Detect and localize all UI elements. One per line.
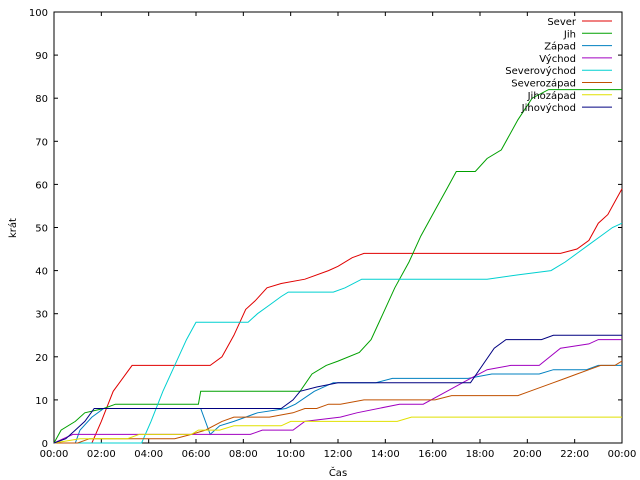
series-line-Jih (53, 89, 622, 444)
legend-label: Jihozápad (527, 90, 576, 102)
y-tick-label: 80 (35, 94, 48, 105)
legend-label: Západ (544, 41, 576, 53)
x-tick-label: 00:00 (40, 449, 69, 460)
legend-label: Východ (539, 53, 576, 65)
series-line-Západ (54, 364, 622, 444)
legend-label: Sever (547, 17, 577, 28)
y-tick-label: 50 (35, 224, 48, 235)
y-tick-label: 40 (35, 267, 48, 278)
y-tick-label: 10 (35, 396, 48, 407)
axis-ticks (53, 11, 623, 444)
x-tick-label: 06:00 (182, 449, 211, 460)
x-tick-label: 12:00 (324, 449, 353, 460)
x-tick-label: 00:00 (608, 449, 637, 460)
y-tick-label: 100 (29, 8, 48, 19)
x-axis-label: Čas (329, 466, 347, 479)
x-tick-label: 08:00 (229, 449, 258, 460)
y-tick-label: 90 (35, 51, 48, 62)
y-tick-label: 60 (35, 180, 48, 191)
x-tick-label: 22:00 (560, 449, 589, 460)
x-tick-label: 16:00 (418, 449, 447, 460)
legend: SeverJihZápadVýchodSeverovýchodSeverozáp… (505, 17, 612, 114)
x-tick-label: 10:00 (276, 449, 305, 460)
axis-tick-labels: 0 10 20 30 40 50 60 70 80 90 100 00:00 02:00 04:00 06:… (29, 8, 637, 460)
series-lines (53, 89, 623, 444)
y-tick-label: 70 (35, 137, 48, 148)
legend-label: Jihovýchod (521, 102, 576, 114)
y-tick-label: 30 (35, 310, 48, 321)
series-line-Sever (54, 188, 623, 444)
legend-label: Severozápad (511, 78, 576, 90)
x-tick-label: 14:00 (371, 449, 400, 460)
series-line-Východ (53, 339, 622, 444)
series-line-Severozápad (54, 360, 623, 444)
x-tick-label: 04:00 (134, 449, 163, 460)
series-line-Jihovýchod (53, 334, 622, 444)
x-tick-label: 20:00 (513, 449, 542, 460)
legend-label: Jih (563, 29, 576, 40)
series-line-Severovýchod (54, 222, 623, 444)
x-tick-label: 02:00 (87, 449, 116, 460)
x-tick-label: 18:00 (466, 449, 495, 460)
legend-label: Severovýchod (505, 65, 576, 77)
y-axis-label: krát (7, 218, 19, 238)
y-tick-label: 20 (35, 353, 48, 364)
y-tick-label: 0 (42, 439, 48, 450)
series-line-Jihozápad (53, 416, 622, 444)
